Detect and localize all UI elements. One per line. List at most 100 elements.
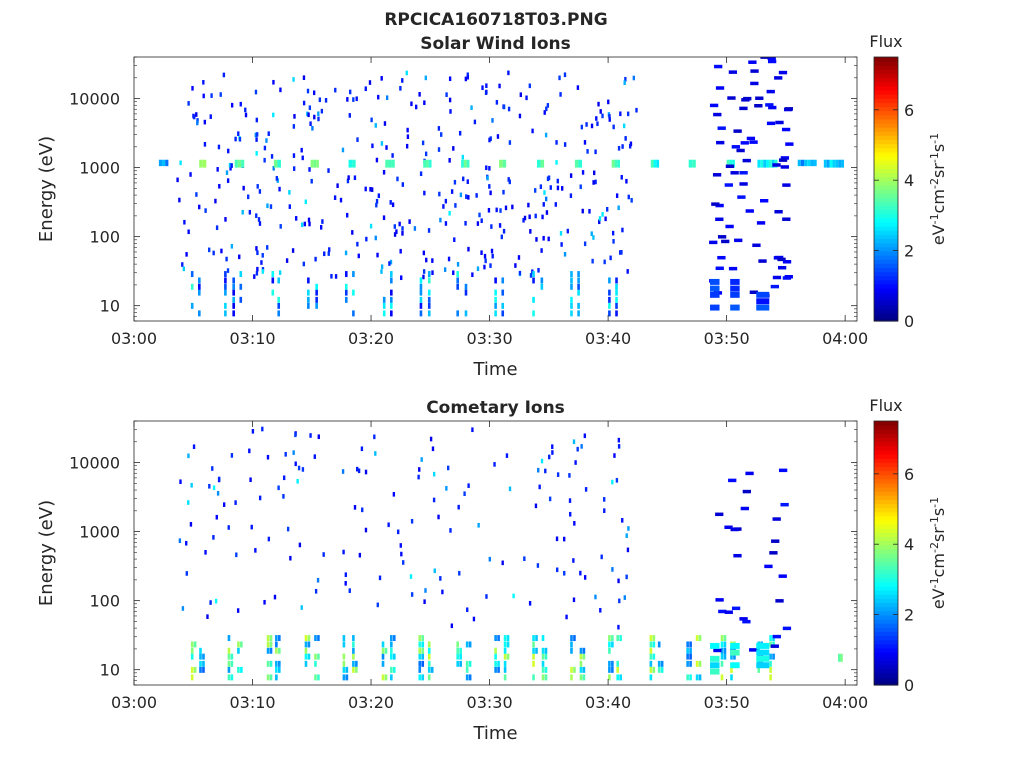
heatmap-cell xyxy=(695,635,699,642)
heatmap-cell xyxy=(202,93,205,99)
heatmap-cell xyxy=(452,270,455,276)
heatmap-cell xyxy=(418,674,422,681)
heatmap-cell xyxy=(443,267,447,272)
heatmap-cell xyxy=(427,296,431,303)
heatmap-cell xyxy=(417,474,420,480)
heatmap-cell xyxy=(271,289,275,296)
colorbar-segment xyxy=(874,454,898,459)
heatmap-cell xyxy=(361,507,364,513)
heatmap-cell xyxy=(617,444,621,449)
heatmap-cell xyxy=(686,647,689,654)
heatmap-cell xyxy=(461,159,464,168)
heatmap-cell xyxy=(535,647,538,654)
heatmap-cell xyxy=(301,467,305,472)
heatmap-cell xyxy=(413,226,417,231)
heatmap-cell xyxy=(258,221,262,226)
heatmap-cell xyxy=(420,457,423,462)
colorbar-segment xyxy=(874,660,898,665)
heatmap-cell xyxy=(284,452,287,457)
heatmap-cell xyxy=(514,263,517,268)
y-tick-label: 10 xyxy=(100,297,120,316)
heatmap-cell xyxy=(695,674,699,681)
heatmap-cell xyxy=(506,635,510,642)
heatmap-cell xyxy=(611,230,615,236)
heatmap-cell xyxy=(356,466,359,472)
heatmap-cell xyxy=(273,159,278,168)
heatmap-cell xyxy=(382,310,386,317)
heatmap-cell xyxy=(423,100,426,106)
heatmap-cell xyxy=(769,674,772,681)
heatmap-cells xyxy=(178,426,843,681)
colorbar-segment xyxy=(874,147,898,153)
heatmap-cell xyxy=(570,296,573,303)
heatmap-cell xyxy=(382,169,386,175)
heatmap-cell xyxy=(452,146,455,151)
heatmap-cells xyxy=(158,57,844,317)
colorbar-segment xyxy=(874,156,898,161)
heatmap-cell xyxy=(250,524,253,530)
heatmap-cell xyxy=(775,599,784,603)
heatmap-cell xyxy=(232,283,235,290)
x-tick-label: 03:50 xyxy=(704,329,750,348)
heatmap-cell xyxy=(660,660,664,667)
heatmap-cell xyxy=(615,478,619,483)
heatmap-cell xyxy=(422,250,426,256)
y-tick-label: 10 xyxy=(100,661,120,680)
colorbar-segment xyxy=(874,312,898,318)
heatmap-cell xyxy=(608,641,611,648)
heatmap-cell xyxy=(603,259,606,265)
heatmap-cell xyxy=(476,221,480,226)
heatmap-cell xyxy=(569,511,572,517)
heatmap-cell xyxy=(598,219,601,225)
colorbar-segment xyxy=(874,639,898,645)
colorbar-tick-label: 2 xyxy=(904,242,914,261)
heatmap-cell xyxy=(401,231,404,236)
heatmap-cell xyxy=(565,614,568,620)
colorbar-segment xyxy=(874,57,898,62)
heatmap-cell xyxy=(480,218,483,224)
heatmap-cell xyxy=(603,497,606,502)
colorbar-segment xyxy=(874,656,898,661)
heatmap-cell xyxy=(427,647,431,654)
heatmap-cell xyxy=(227,660,231,667)
heatmap-cell xyxy=(346,97,349,102)
heatmap-cell xyxy=(198,277,201,284)
heatmap-cell xyxy=(657,641,661,648)
heatmap-cell xyxy=(652,635,656,642)
y-tick-label: 100 xyxy=(89,592,120,611)
heatmap-cell xyxy=(445,92,448,97)
heatmap-cell xyxy=(580,444,583,449)
heatmap-cell xyxy=(341,469,345,474)
heatmap-cell xyxy=(227,647,231,654)
heatmap-cell xyxy=(621,144,624,149)
heatmap-cell xyxy=(752,243,761,248)
heatmap-cell xyxy=(447,256,451,262)
heatmap-cell xyxy=(769,641,772,648)
heatmap-cell xyxy=(224,283,227,290)
heatmap-cell xyxy=(313,114,316,120)
heatmap-cell xyxy=(431,446,435,452)
heatmap-cell xyxy=(232,289,235,296)
heatmap-cell xyxy=(490,248,494,254)
heatmap-cell xyxy=(606,206,609,212)
heatmap-cell xyxy=(419,289,423,296)
heatmap-cell xyxy=(414,104,418,110)
heatmap-cell xyxy=(345,674,349,681)
heatmap-cell xyxy=(181,606,185,611)
heatmap-cell xyxy=(399,543,402,548)
heatmap-cell xyxy=(528,600,532,606)
heatmap-cell xyxy=(502,228,506,234)
heatmap-cell xyxy=(617,205,620,211)
heatmap-cell xyxy=(344,296,348,303)
heatmap-cell xyxy=(266,660,270,667)
heatmap-cell xyxy=(448,158,451,163)
heatmap-cell xyxy=(608,674,611,681)
heatmap-cell xyxy=(387,522,390,528)
heatmap-cell xyxy=(698,660,702,667)
heatmap-cell xyxy=(423,190,426,196)
heatmap-cell xyxy=(353,175,357,181)
heatmap-cell xyxy=(189,522,193,527)
heatmap-cell xyxy=(780,156,790,160)
heatmap-cell xyxy=(390,271,393,278)
heatmap-cell xyxy=(232,277,235,284)
